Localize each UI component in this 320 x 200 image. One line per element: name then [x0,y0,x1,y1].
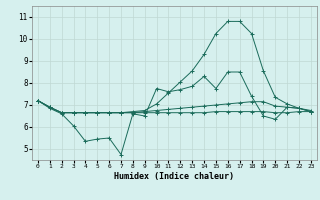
X-axis label: Humidex (Indice chaleur): Humidex (Indice chaleur) [115,172,234,181]
